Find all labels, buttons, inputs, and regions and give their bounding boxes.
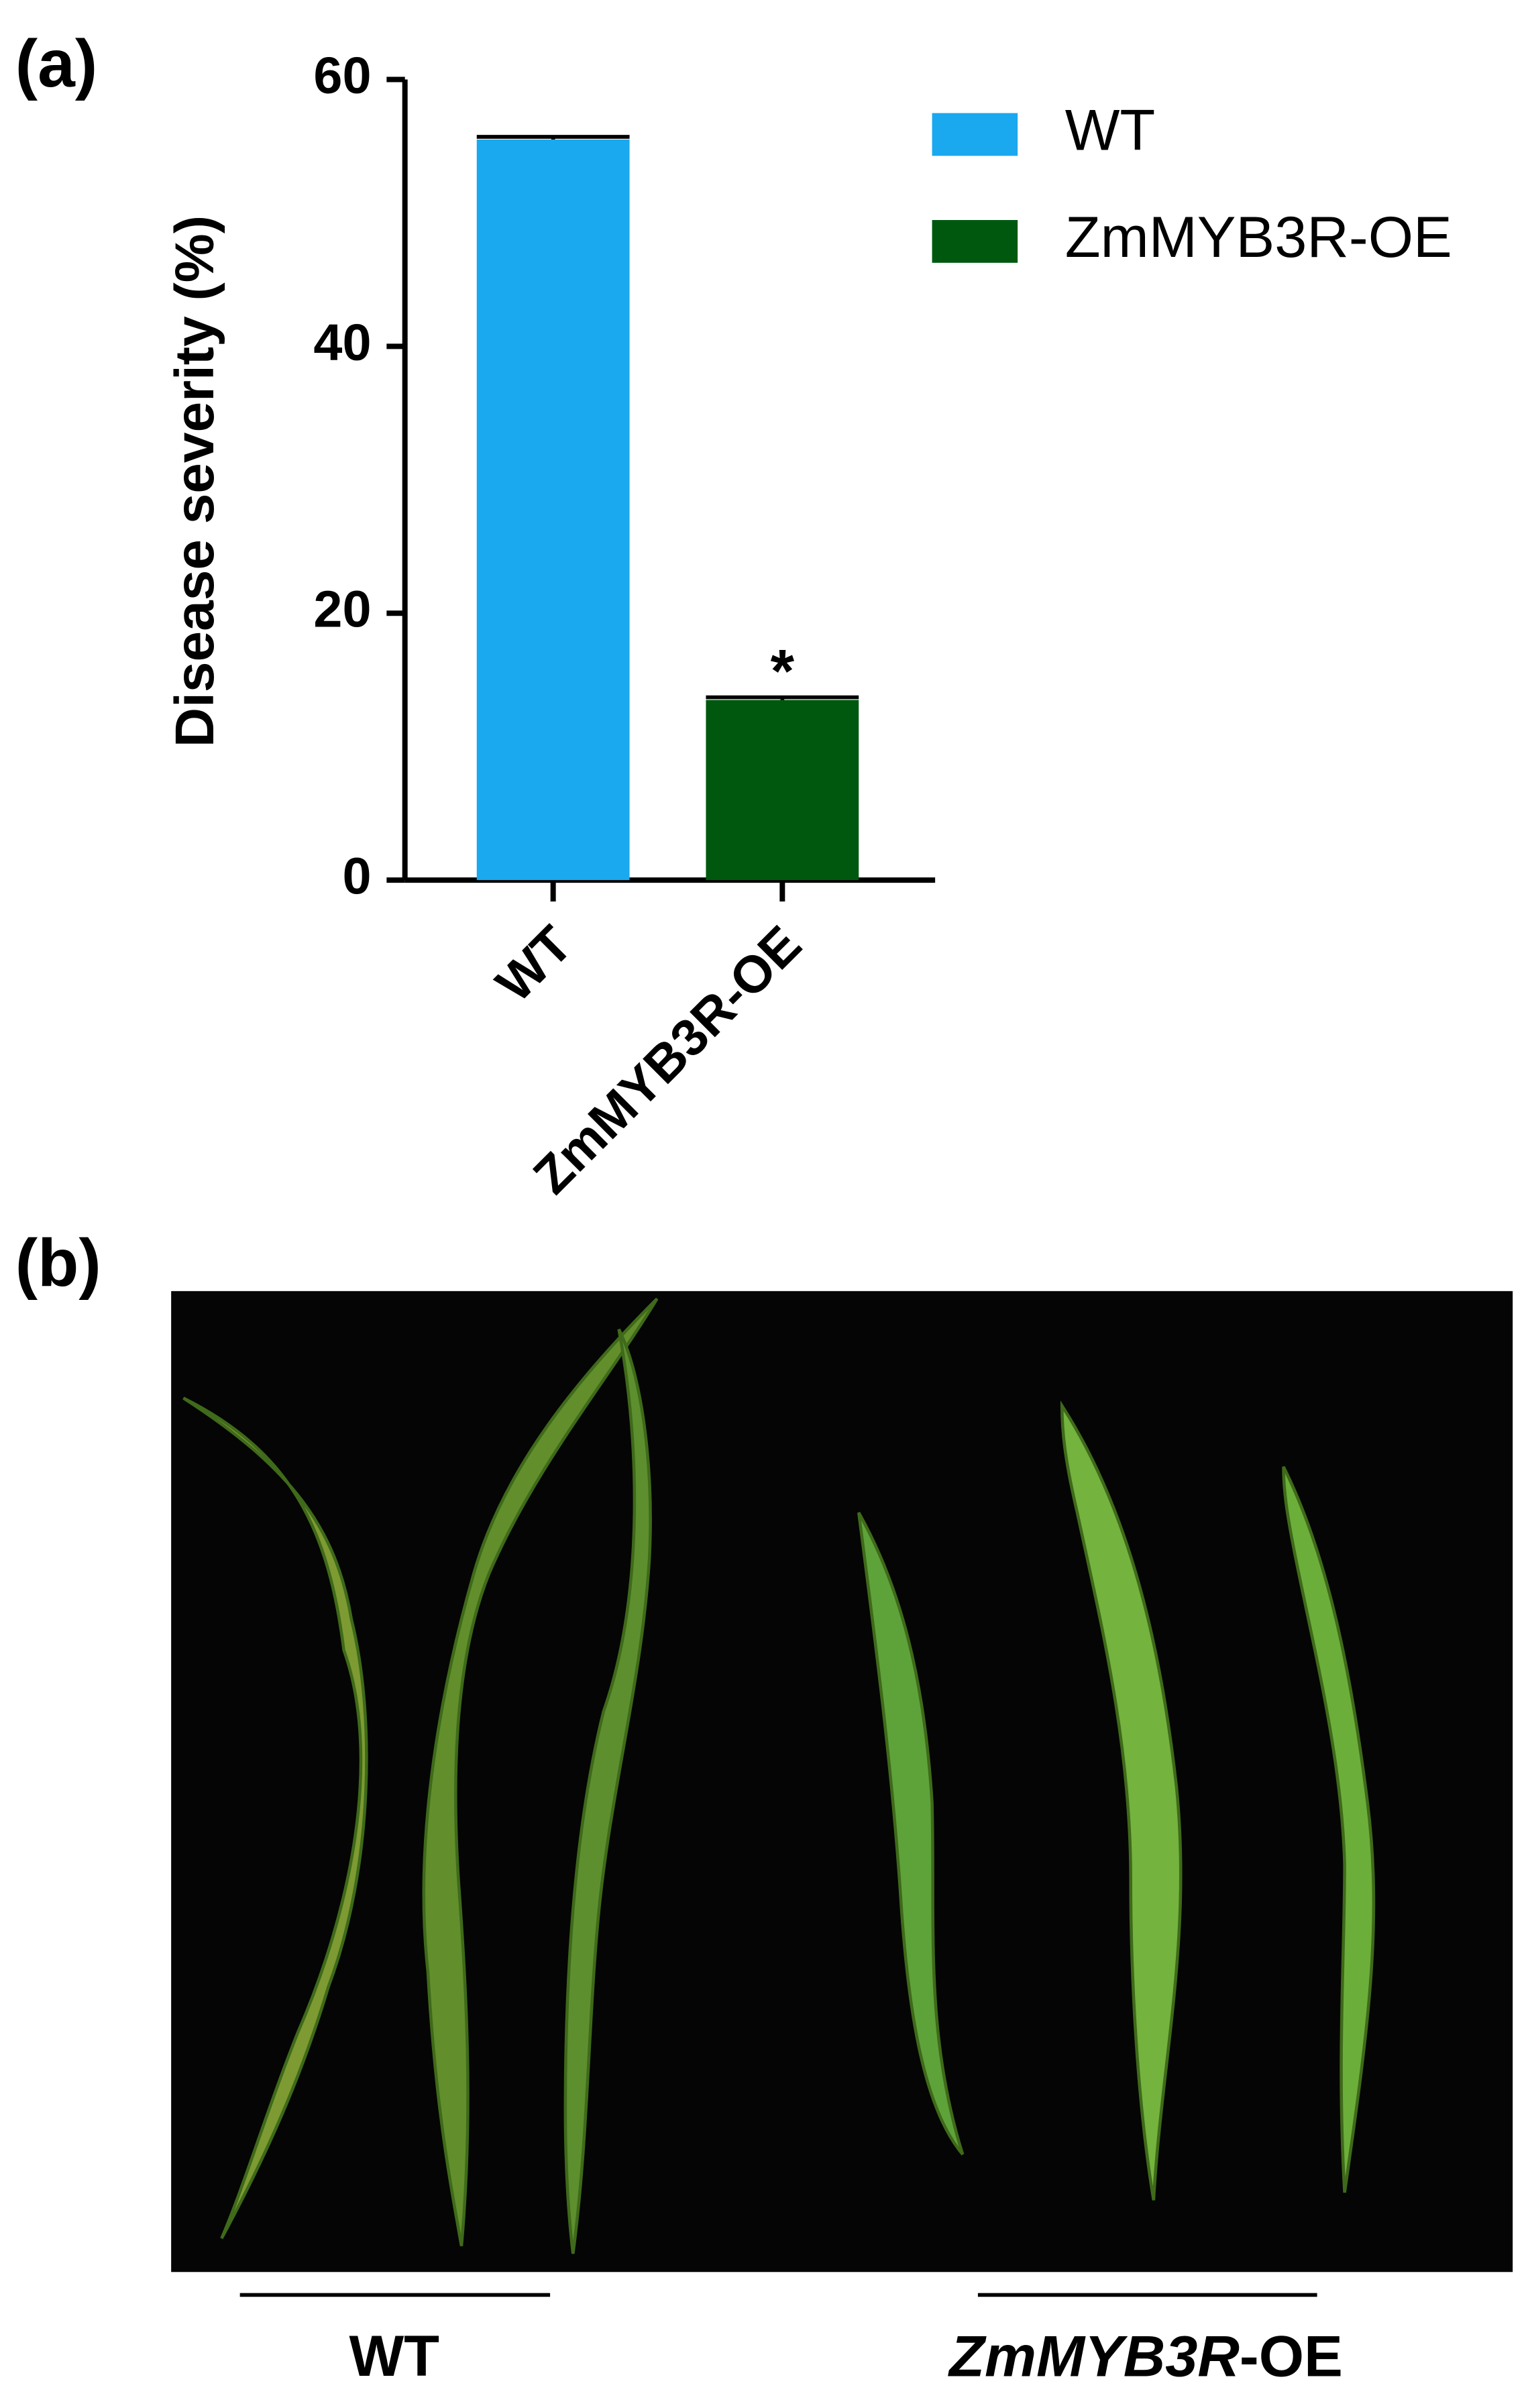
photo bbox=[171, 1291, 1513, 2273]
y-tick-label: 60 bbox=[313, 47, 371, 105]
y-axis-label: Disease severity (%) bbox=[164, 215, 225, 747]
x-tick-label: WT bbox=[485, 915, 583, 1013]
photo-label: WT bbox=[349, 2324, 439, 2389]
error-bar bbox=[476, 135, 630, 140]
bar bbox=[706, 700, 859, 881]
photo-background bbox=[171, 1291, 1513, 2273]
photo-label: ZmMYB3R-OE bbox=[947, 2324, 1343, 2389]
panel-label: (b) bbox=[15, 1225, 101, 1301]
legend-label: ZmMYB3R-OE bbox=[1065, 205, 1452, 270]
leaf bbox=[857, 1512, 965, 2156]
annotation: * bbox=[771, 638, 795, 706]
y-tick-label: 40 bbox=[313, 314, 371, 372]
bar bbox=[476, 139, 630, 881]
leaf bbox=[1060, 1400, 1183, 2201]
y-tick-label: 0 bbox=[342, 848, 371, 906]
y-tick-label: 20 bbox=[313, 581, 371, 639]
legend-swatch bbox=[932, 113, 1018, 156]
error-bar bbox=[706, 695, 859, 700]
leaf bbox=[1282, 1466, 1376, 2193]
leaf bbox=[422, 1297, 659, 2246]
photo-label-suffix: -OE bbox=[1240, 2324, 1343, 2389]
legend-label: WT bbox=[1065, 98, 1156, 162]
photo-label-italic: ZmMYB3R bbox=[947, 2324, 1240, 2389]
leaf bbox=[182, 1397, 368, 2240]
panel-label: (a) bbox=[15, 26, 97, 101]
legend-swatch bbox=[932, 220, 1018, 263]
leaf bbox=[563, 1328, 652, 2254]
